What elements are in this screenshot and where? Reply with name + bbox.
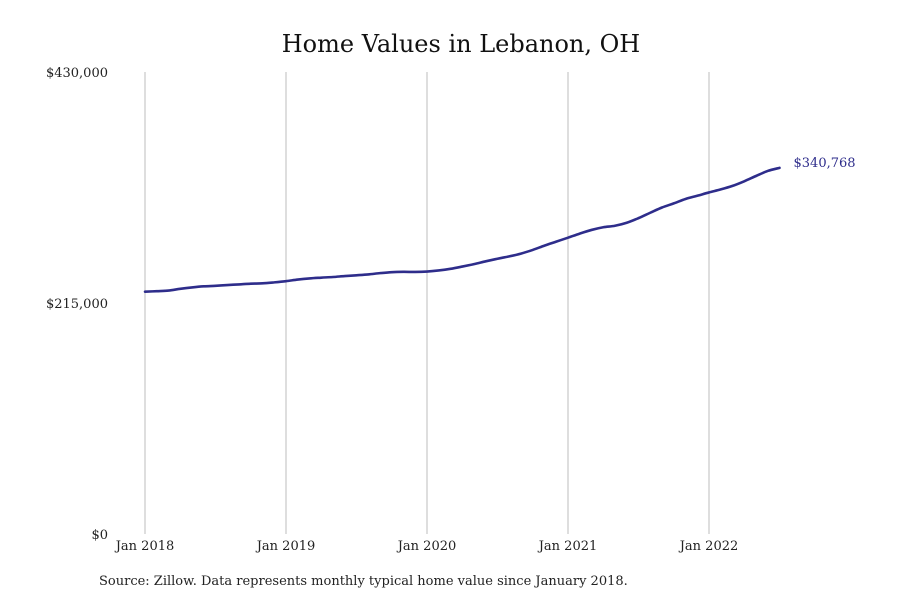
x-tick-label-4: Jan 2022	[678, 539, 739, 554]
x-tick-label-0: Jan 2018	[114, 539, 175, 554]
x-tick-label-3: Jan 2021	[537, 539, 598, 554]
chart-title: Home Values in Lebanon, OH	[282, 30, 641, 58]
series-line-0	[143, 166, 781, 294]
source-note: Source: Zillow. Data represents monthly …	[99, 574, 628, 589]
y-tick-label-0: $0	[91, 528, 108, 543]
series-layer	[143, 166, 781, 294]
y-axis-ticks: $0 $215,000 $430,000	[46, 66, 108, 543]
gridlines	[144, 72, 710, 534]
y-tick-label-2: $430,000	[46, 66, 108, 81]
x-tick-label-2: Jan 2020	[396, 539, 457, 554]
x-axis-ticks: Jan 2018 Jan 2019 Jan 2020 Jan 2021 Jan 2022	[114, 539, 739, 554]
last-value-label: $340,768	[794, 156, 856, 171]
x-tick-label-1: Jan 2019	[255, 539, 316, 554]
y-tick-label-1: $215,000	[46, 297, 108, 312]
